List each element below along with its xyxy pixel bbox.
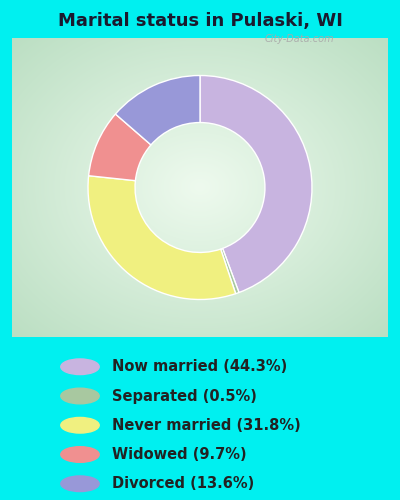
- Text: Widowed (9.7%): Widowed (9.7%): [112, 447, 247, 462]
- Circle shape: [61, 476, 99, 492]
- Circle shape: [61, 359, 99, 374]
- Wedge shape: [221, 248, 239, 294]
- Wedge shape: [88, 176, 236, 300]
- Circle shape: [61, 418, 99, 433]
- Wedge shape: [200, 76, 312, 292]
- Text: Never married (31.8%): Never married (31.8%): [112, 418, 301, 432]
- Wedge shape: [89, 114, 151, 180]
- Text: Divorced (13.6%): Divorced (13.6%): [112, 476, 254, 491]
- Wedge shape: [116, 76, 200, 145]
- Text: Marital status in Pulaski, WI: Marital status in Pulaski, WI: [58, 12, 342, 30]
- Text: Now married (44.3%): Now married (44.3%): [112, 359, 287, 374]
- Text: City-Data.com: City-Data.com: [265, 34, 334, 43]
- Text: Separated (0.5%): Separated (0.5%): [112, 388, 257, 404]
- Circle shape: [61, 388, 99, 404]
- Circle shape: [61, 446, 99, 462]
